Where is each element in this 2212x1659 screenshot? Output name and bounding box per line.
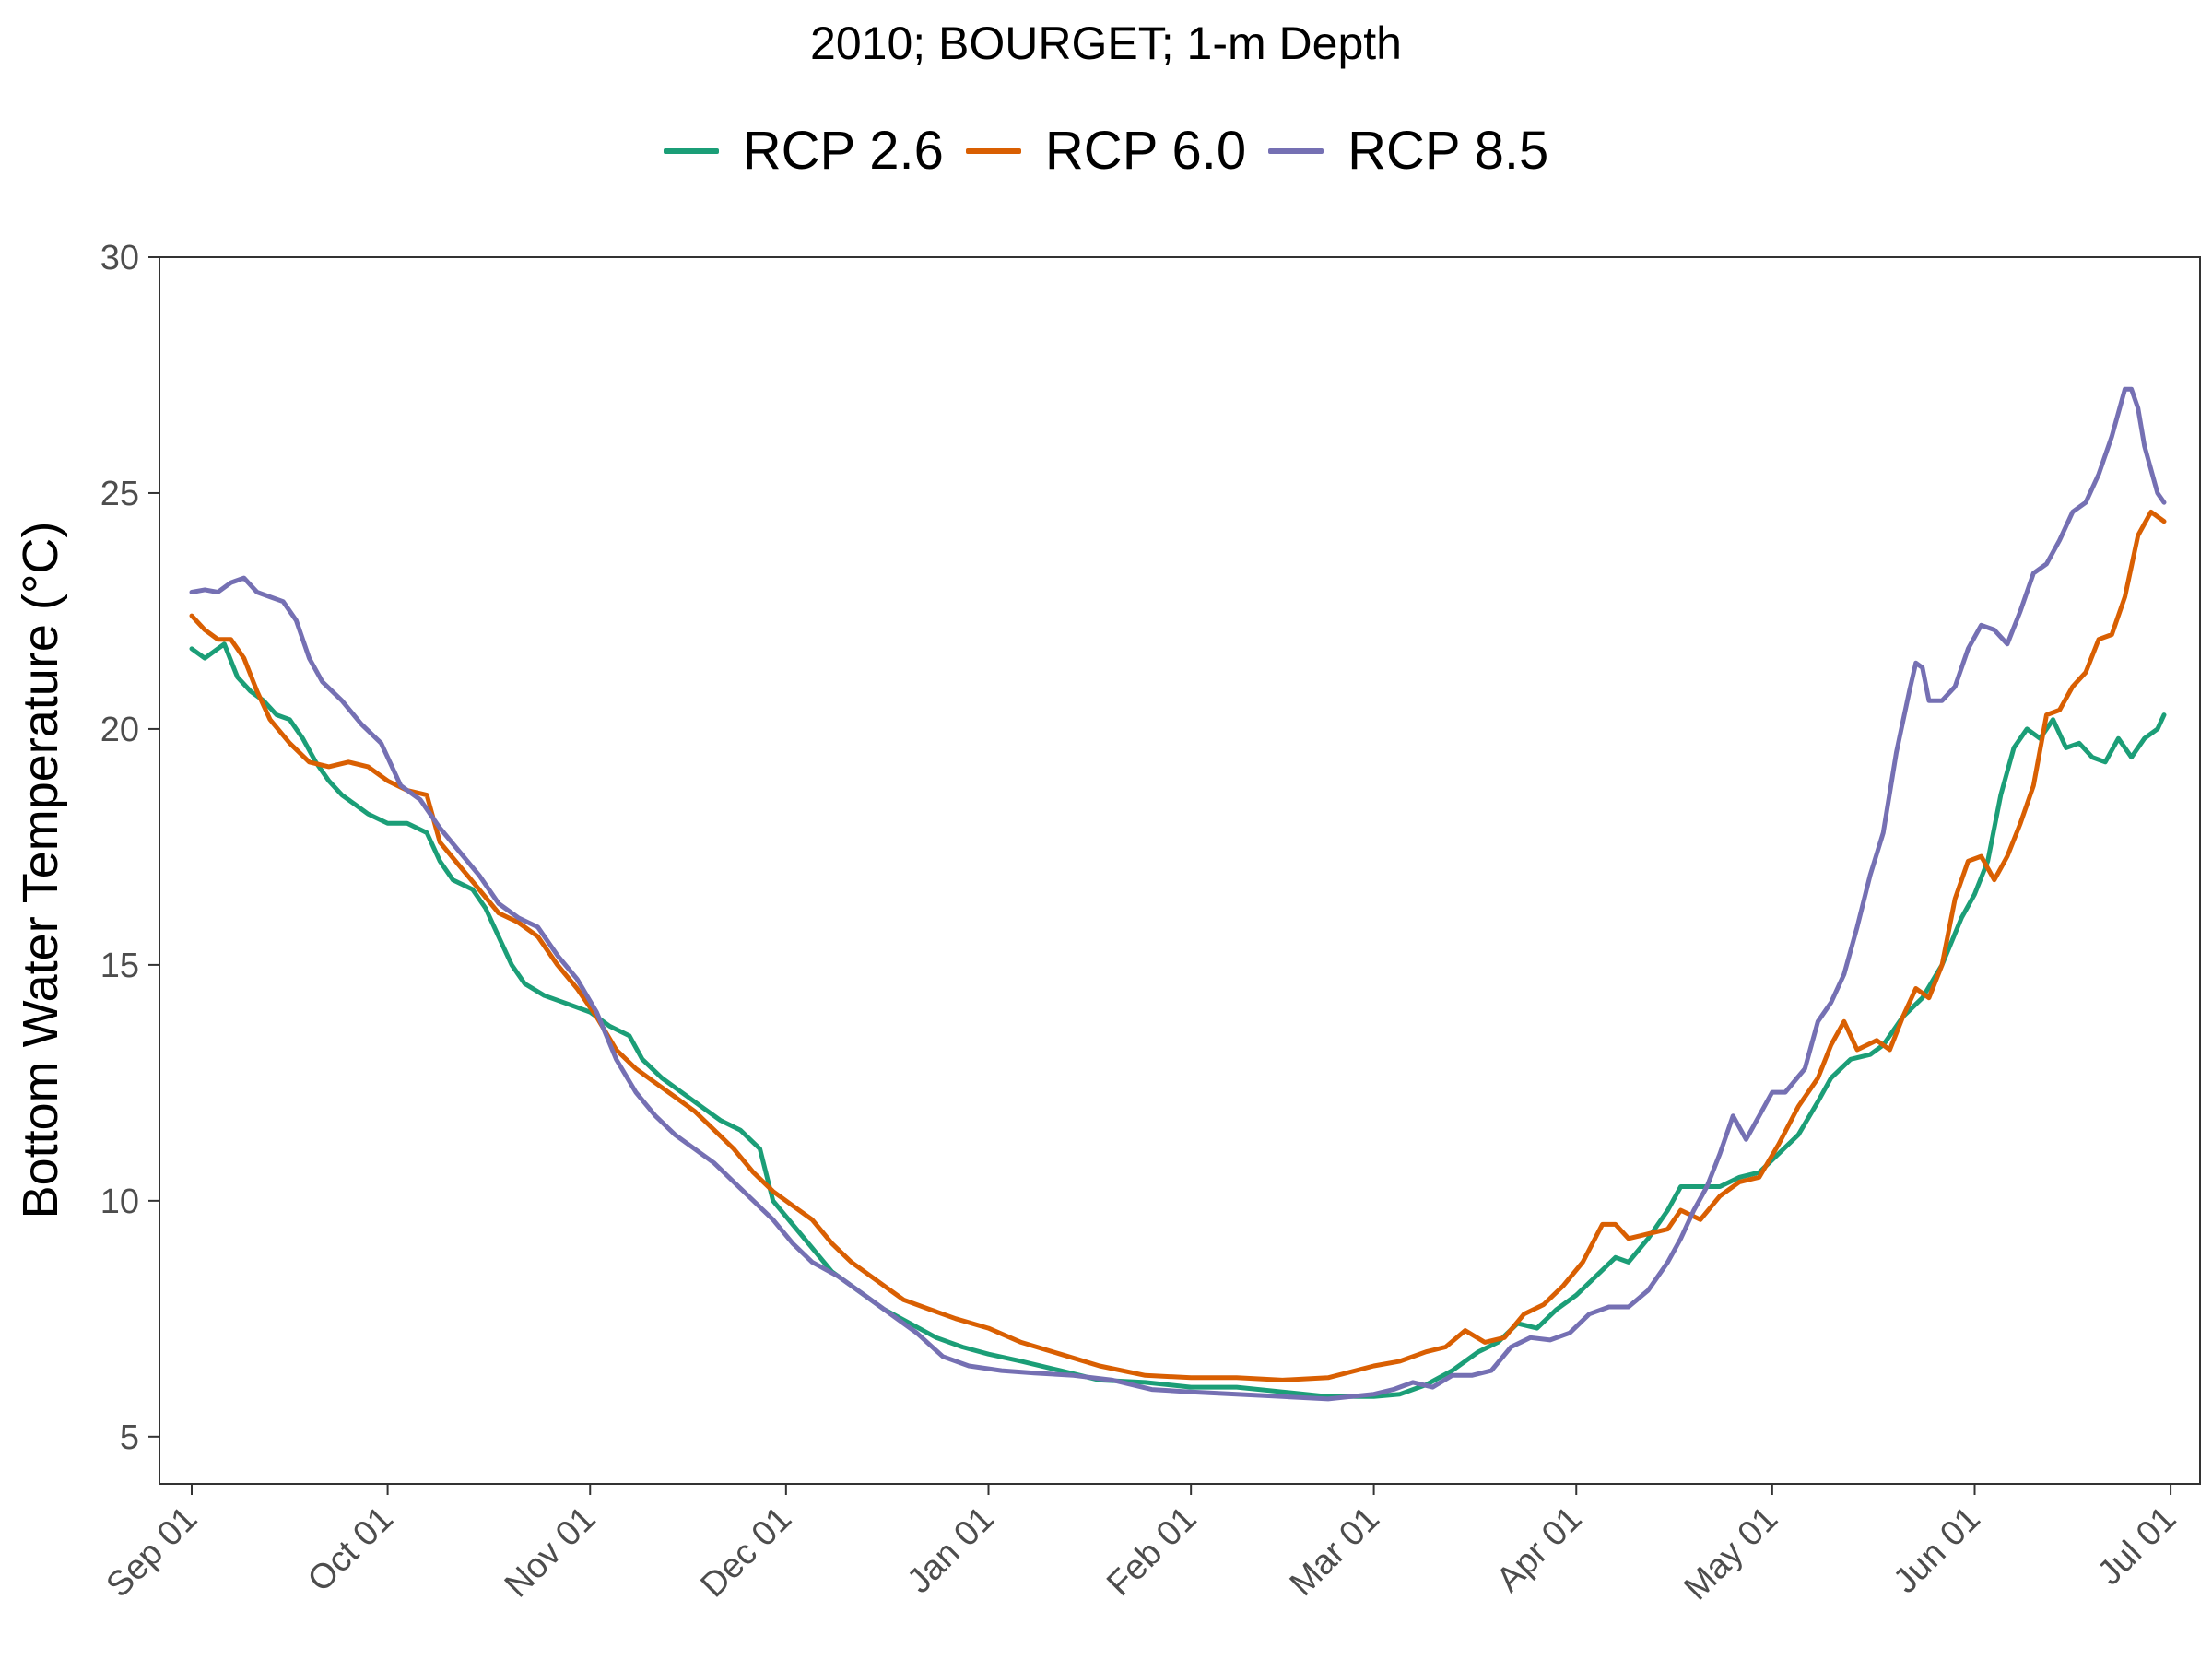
legend: RCP 2.6 RCP 6.0 RCP 8.5 <box>0 120 2212 182</box>
x-tick-label: May 01 <box>1677 1500 1785 1608</box>
legend-swatch-rcp60 <box>965 147 1021 154</box>
series-layer <box>189 386 2167 1402</box>
legend-item-rcp85: RCP 8.5 <box>1268 120 1548 182</box>
y-tick-label: 15 <box>100 947 139 985</box>
x-axis: Sep 01 Oct 01 Nov 01 Dec 01 Jan 01 Feb 01 Mar … <box>99 1484 2183 1607</box>
y-tick-label: 20 <box>100 711 139 749</box>
y-axis: 5 10 15 20 25 30 <box>100 239 159 1457</box>
x-tick-label: Jul 01 <box>2090 1500 2183 1593</box>
x-tick-label: Nov 01 <box>498 1500 604 1606</box>
y-tick-label: 10 <box>100 1182 139 1221</box>
legend-swatch-rcp26 <box>663 147 719 154</box>
x-tick-label: Jan 01 <box>900 1500 1001 1601</box>
x-tick-label: Jun 01 <box>1886 1500 1987 1601</box>
y-tick-label: 30 <box>100 239 139 277</box>
legend-item-rcp60: RCP 6.0 <box>965 120 1247 182</box>
legend-swatch-rcp85 <box>1268 147 1324 154</box>
series-line-rcp60 <box>189 509 2167 1382</box>
series-line-rcp26 <box>189 641 2167 1399</box>
legend-label-rcp60: RCP 6.0 <box>1044 121 1247 181</box>
x-tick-label: Apr 01 <box>1489 1500 1590 1600</box>
chart-title: 2010; BOURGET; 1-m Depth <box>810 18 1402 69</box>
x-tick-label: Dec 01 <box>693 1500 799 1606</box>
plot-panel <box>159 256 2201 1485</box>
legend-label-rcp85: RCP 8.5 <box>1347 121 1549 181</box>
x-tick-label: Feb 01 <box>1100 1500 1204 1604</box>
y-axis-title: Bottom Water Temperature (°C) <box>13 522 68 1219</box>
y-tick-label: 25 <box>100 475 139 513</box>
x-tick-label: Mar 01 <box>1283 1500 1387 1604</box>
y-tick-label: 5 <box>120 1418 139 1457</box>
legend-item-rcp26: RCP 2.6 <box>663 120 944 182</box>
x-tick-label: Oct 01 <box>300 1500 401 1600</box>
x-tick-label: Sep 01 <box>99 1500 205 1606</box>
series-line-rcp85 <box>189 386 2167 1402</box>
legend-label-rcp26: RCP 2.6 <box>742 121 944 181</box>
